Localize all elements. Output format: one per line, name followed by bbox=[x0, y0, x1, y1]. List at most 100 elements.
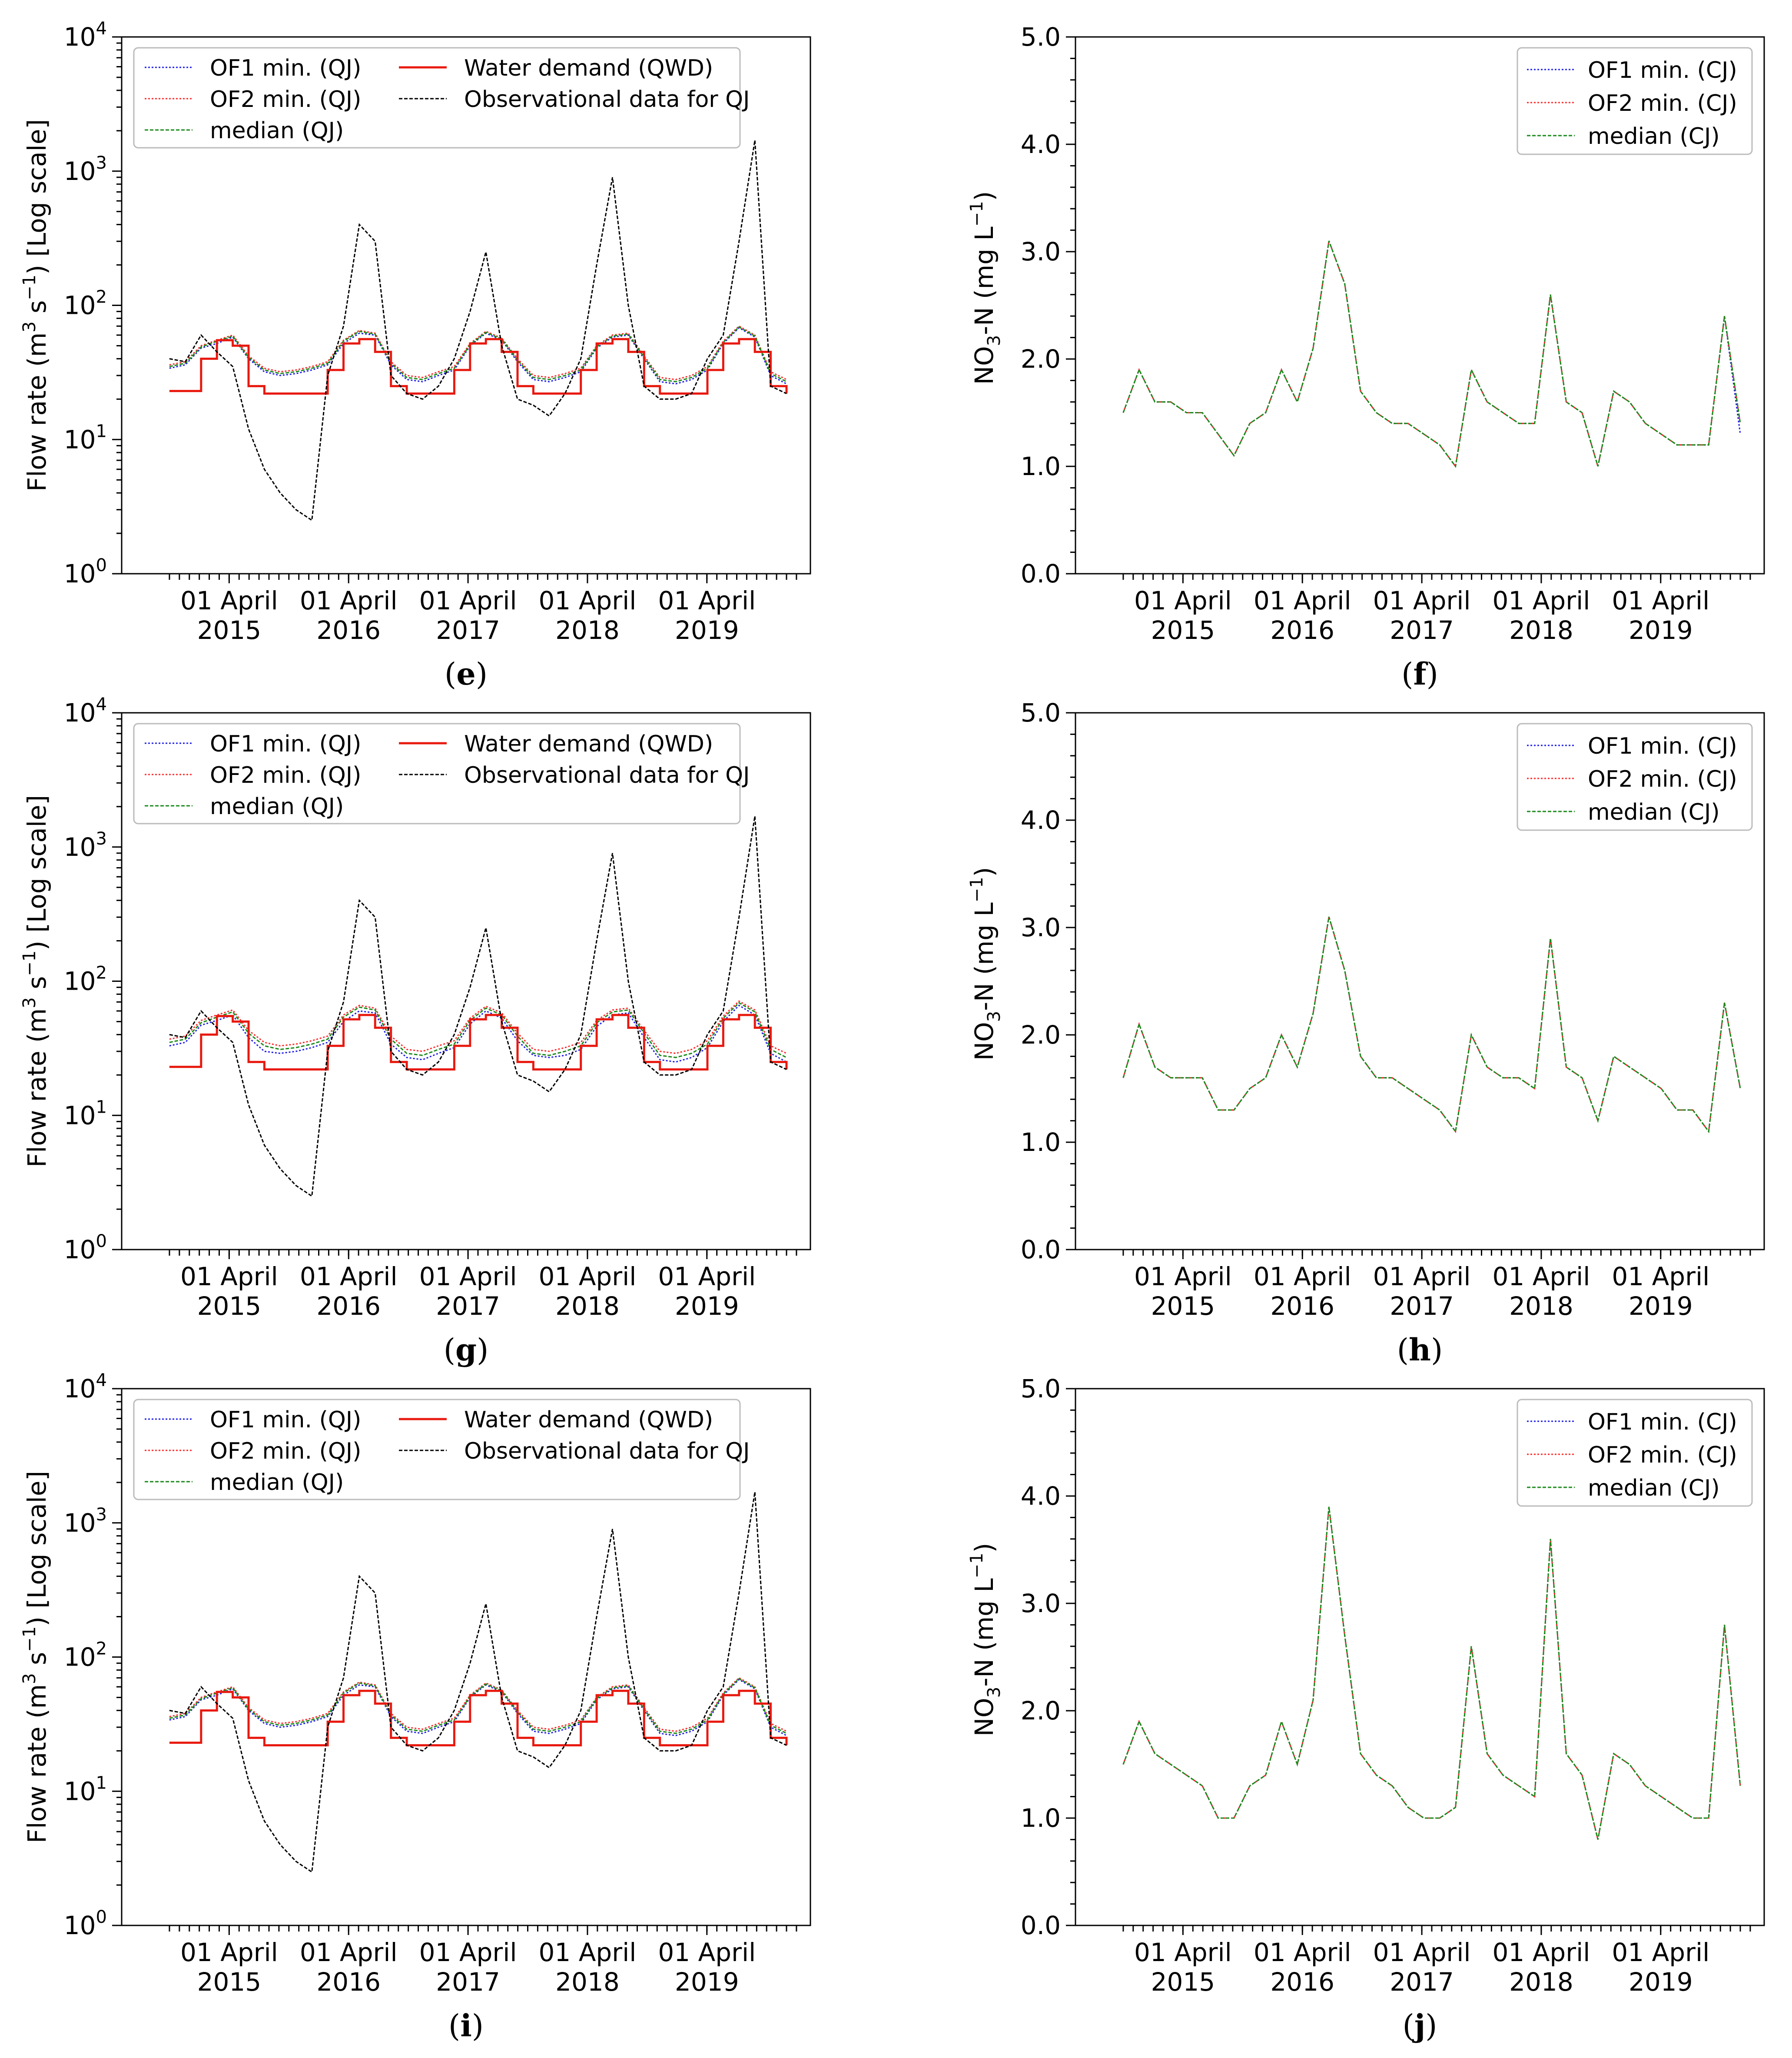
legend-label: Observational data for QJ bbox=[464, 762, 750, 788]
series-line-i-3 bbox=[169, 1689, 788, 1746]
legend-label: OF2 min. (QJ) bbox=[210, 762, 361, 788]
y-tick-exponent: 2 bbox=[96, 1639, 107, 1659]
panel-caption: (h) bbox=[1397, 1332, 1443, 1368]
y-tick-base: 10 bbox=[64, 1642, 96, 1672]
y-tick-label: 104 bbox=[64, 695, 107, 728]
y-label-part: Flow rate (m bbox=[22, 332, 52, 492]
y-tick-label: 1.0 bbox=[1021, 1803, 1061, 1833]
x-tick-label: 01 April bbox=[1493, 586, 1590, 615]
panel-caption: (g) bbox=[444, 1332, 489, 1368]
y-label-part: ) [Log scale] bbox=[22, 1471, 52, 1626]
panel-caption-letter: j bbox=[1412, 2008, 1425, 2044]
x-tick-label: 01 April bbox=[300, 586, 398, 615]
y-label-part: -N (mg L bbox=[969, 1578, 999, 1686]
y-axis-label: NO3-N (mg L−1) bbox=[967, 1543, 1004, 1737]
y-label-sup: −1 bbox=[967, 877, 987, 902]
x-tick-label: 2019 bbox=[675, 1967, 739, 1997]
x-tick-label: 01 April bbox=[1612, 1262, 1709, 1291]
panel-caption-letter: f bbox=[1413, 656, 1428, 692]
y-tick-label: 101 bbox=[64, 1773, 107, 1806]
y-tick-label: 1.0 bbox=[1021, 452, 1061, 481]
y-tick-base: 10 bbox=[64, 291, 96, 320]
y-tick-exponent: 4 bbox=[96, 19, 107, 39]
legend-label: median (QJ) bbox=[210, 118, 344, 144]
x-tick-label: 2016 bbox=[1270, 1967, 1334, 1997]
y-tick-label: 3.0 bbox=[1021, 237, 1061, 266]
y-axis-label: NO3-N (mg L−1) bbox=[967, 191, 1004, 385]
series-line-g-0 bbox=[169, 1004, 787, 1063]
y-label-sub: 3 bbox=[984, 335, 1004, 346]
panel-caption-letter: h bbox=[1409, 1332, 1431, 1368]
legend-label: Water demand (QWD) bbox=[464, 731, 713, 757]
y-tick-label: 3.0 bbox=[1021, 913, 1061, 942]
y-tick-label: 1.0 bbox=[1021, 1127, 1061, 1157]
series-line-e-1 bbox=[169, 325, 787, 380]
legend-label: median (CJ) bbox=[1588, 799, 1720, 825]
x-tick-label: 2019 bbox=[1629, 615, 1693, 645]
x-tick-label: 2017 bbox=[436, 615, 500, 645]
y-label-sup: 3 bbox=[20, 997, 40, 1008]
legend-label: OF2 min. (QJ) bbox=[210, 1438, 361, 1464]
y-label-sup: −1 bbox=[967, 1553, 987, 1578]
x-tick-label: 01 April bbox=[539, 586, 637, 615]
y-tick-label: 2.0 bbox=[1021, 344, 1061, 374]
x-tick-label: 01 April bbox=[1373, 1262, 1471, 1291]
y-tick-label: 104 bbox=[64, 19, 107, 52]
legend-label: median (CJ) bbox=[1588, 1475, 1720, 1501]
y-tick-exponent: 1 bbox=[96, 1097, 107, 1117]
y-label-part: NO bbox=[969, 1022, 999, 1061]
y-tick-base: 10 bbox=[64, 1508, 96, 1538]
x-tick-label: 2019 bbox=[1629, 1291, 1693, 1321]
y-label-sub: 3 bbox=[984, 1011, 1004, 1022]
series-line-j-0 bbox=[1122, 1506, 1741, 1840]
y-tick-exponent: 3 bbox=[96, 829, 107, 849]
series-line-h-2 bbox=[1122, 916, 1741, 1134]
y-tick-exponent: 4 bbox=[96, 1370, 107, 1390]
legend-label: OF2 min. (CJ) bbox=[1588, 1442, 1737, 1468]
legend-label: OF1 min. (CJ) bbox=[1588, 1409, 1737, 1435]
x-tick-label: 2019 bbox=[1629, 1967, 1693, 1997]
series-line-i-1 bbox=[169, 1677, 787, 1732]
x-tick-label: 01 April bbox=[300, 1938, 398, 1967]
x-tick-label: 2015 bbox=[197, 615, 262, 645]
legend-label: Water demand (QWD) bbox=[464, 55, 713, 81]
x-tick-label: 01 April bbox=[1254, 1938, 1351, 1967]
x-tick-label: 2015 bbox=[197, 1967, 262, 1997]
y-label-part: s bbox=[22, 1652, 52, 1673]
x-tick-label: 2016 bbox=[1270, 615, 1334, 645]
x-tick-label: 01 April bbox=[1254, 1262, 1351, 1291]
x-tick-label: 2016 bbox=[316, 615, 381, 645]
y-label-part: s bbox=[22, 300, 52, 322]
series-line-g-1 bbox=[169, 1000, 787, 1054]
x-tick-label: 01 April bbox=[658, 586, 756, 615]
y-label-part: NO bbox=[969, 1698, 999, 1736]
legend-box bbox=[133, 1399, 741, 1500]
panel-caption-letter: i bbox=[460, 2008, 472, 2044]
y-tick-label: 5.0 bbox=[1021, 1374, 1061, 1403]
y-tick-exponent: 1 bbox=[96, 1773, 107, 1793]
series-line-h-1 bbox=[1122, 916, 1741, 1134]
y-tick-label: 5.0 bbox=[1021, 698, 1061, 728]
x-tick-label: 01 April bbox=[1373, 1938, 1471, 1967]
plot-frame bbox=[1075, 1388, 1765, 1926]
y-label-sup: −1 bbox=[20, 1626, 40, 1652]
x-tick-label: 01 April bbox=[1493, 1938, 1590, 1967]
legend-label: Observational data for QJ bbox=[464, 1438, 750, 1464]
y-tick-base: 10 bbox=[64, 698, 96, 728]
legend-label: Water demand (QWD) bbox=[464, 1407, 713, 1433]
y-label-part: -N (mg L bbox=[969, 902, 999, 1011]
x-tick-label: 2018 bbox=[1509, 1291, 1573, 1321]
y-axis-label: Flow rate (m3 s−1) [Log scale] bbox=[20, 119, 52, 492]
y-label-part: ) [Log scale] bbox=[22, 795, 52, 951]
y-label-part: Flow rate (m bbox=[22, 1008, 52, 1167]
legend-label: OF1 min. (CJ) bbox=[1588, 733, 1737, 759]
y-label-part: Flow rate (m bbox=[22, 1684, 52, 1843]
x-tick-label: 01 April bbox=[419, 1262, 517, 1291]
y-tick-exponent: 1 bbox=[96, 421, 107, 441]
x-tick-label: 01 April bbox=[658, 1262, 756, 1291]
x-tick-label: 2017 bbox=[1390, 1967, 1454, 1997]
